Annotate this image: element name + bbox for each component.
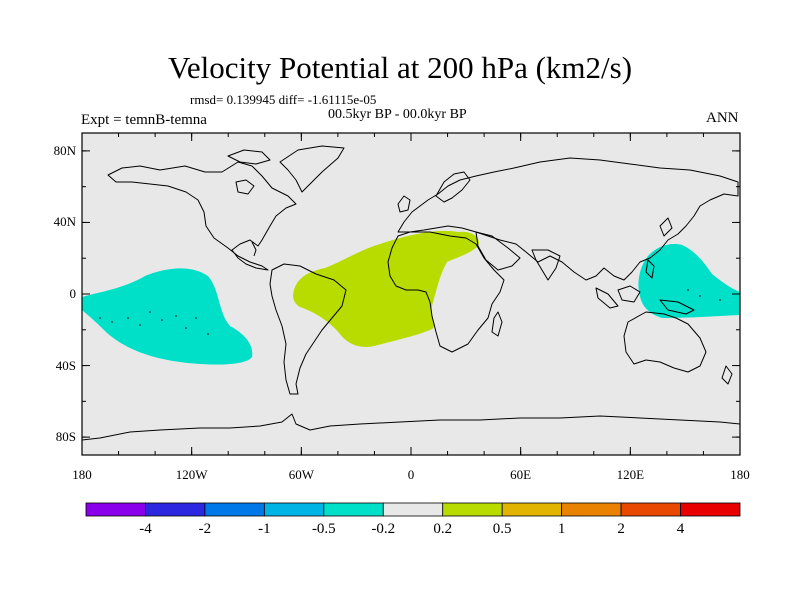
- island-dot: [99, 317, 101, 319]
- lat-tick-label: 80S: [55, 429, 76, 445]
- coast-sumatra: [595, 287, 619, 309]
- period-label: 00.5kyr BP - 00.0kyr BP: [328, 107, 467, 122]
- lat-tick-label: 0: [69, 286, 77, 301]
- colorbar-label: 2: [617, 521, 625, 537]
- colorbar-label: 1: [557, 521, 566, 537]
- colorbar-label: -4: [139, 521, 152, 537]
- coast-europe: [397, 157, 739, 281]
- chart-title: Velocity Potential at 200 hPa (km2/s): [167, 50, 633, 85]
- coast-india: [531, 249, 561, 281]
- colorbar-label: 0.5: [492, 521, 512, 537]
- experiment-label: Expt = temnB-temna: [81, 112, 207, 128]
- colorbar-swatch: [680, 502, 741, 517]
- coastlines: [82, 145, 740, 441]
- island-dot: [111, 321, 113, 323]
- coast-scandinavia: [435, 171, 471, 203]
- lon-tick-label: 120W: [175, 467, 208, 482]
- colorbar-label: -1: [258, 521, 271, 537]
- lat-tick-label: 40S: [55, 357, 76, 373]
- island-dot: [195, 317, 197, 319]
- colorbar-label: -0.5: [311, 521, 336, 537]
- stats-line: rmsd= 0.139945 diff= -1.61115e-05: [190, 92, 377, 107]
- colorbar-swatch: [85, 502, 146, 517]
- lat-tick-label: 80N: [53, 142, 76, 158]
- colorbar-swatch: [442, 502, 503, 517]
- coast-greenland: [279, 145, 345, 193]
- island-dot: [161, 319, 163, 321]
- positive-anomaly-atlantic-africa: [293, 230, 479, 347]
- coast-borneo: [617, 285, 641, 303]
- coast-south-america: [269, 263, 347, 395]
- coast-british-isles: [397, 195, 411, 213]
- colorbar-swatch: [501, 502, 563, 517]
- colorbar-label: -2: [198, 521, 212, 537]
- colorbar-label: -0.2: [371, 521, 396, 537]
- island-dot: [699, 295, 701, 297]
- coast-florida: [251, 241, 257, 257]
- lon-tick-label: 60E: [510, 467, 532, 482]
- coast-north-america: [107, 161, 297, 271]
- coast-madagascar: [491, 311, 503, 337]
- lat-tick-label: 40N: [53, 214, 76, 230]
- coast-philippines: [645, 259, 655, 279]
- island-dot: [175, 315, 177, 317]
- island-dot: [185, 327, 187, 329]
- coast-hudson-bay: [235, 179, 255, 195]
- coast-japan: [659, 217, 673, 237]
- coast-antarctica: [82, 413, 740, 441]
- colorbar-swatch: [561, 502, 622, 517]
- lon-tick-label: 60W: [288, 467, 314, 482]
- colorbar-label: 4: [676, 521, 685, 537]
- coast-australia: [623, 311, 707, 373]
- coast-new-guinea: [659, 299, 695, 315]
- lon-tick-label: 0: [407, 467, 415, 482]
- negative-anomaly-west-pacific: [638, 244, 740, 318]
- colorbar-swatch: [620, 502, 681, 517]
- coast-new-zealand: [721, 365, 733, 385]
- coast-arctic-islands: [227, 149, 271, 165]
- island-dot: [149, 311, 151, 313]
- colorbar-swatch: [323, 502, 384, 517]
- lon-tick-label: 180: [730, 467, 750, 482]
- season-label: ANN: [706, 110, 739, 126]
- lon-tick-label: 120E: [616, 467, 645, 482]
- island-dot: [139, 324, 141, 326]
- negative-anomaly-east-pacific: [82, 268, 253, 365]
- colorbar-swatch: [145, 502, 206, 517]
- colorbar-swatch: [204, 502, 265, 517]
- island-dot: [687, 289, 689, 291]
- colorbar-swatch: [382, 502, 444, 517]
- island-dot: [719, 299, 721, 301]
- lon-tick-label: 180: [72, 467, 92, 482]
- coast-africa: [387, 231, 505, 353]
- colorbar-swatch: [263, 502, 325, 517]
- island-dot: [127, 317, 129, 319]
- island-dot: [207, 333, 209, 335]
- coast-arabia: [475, 231, 521, 271]
- colorbar-label: 0.2: [433, 521, 453, 537]
